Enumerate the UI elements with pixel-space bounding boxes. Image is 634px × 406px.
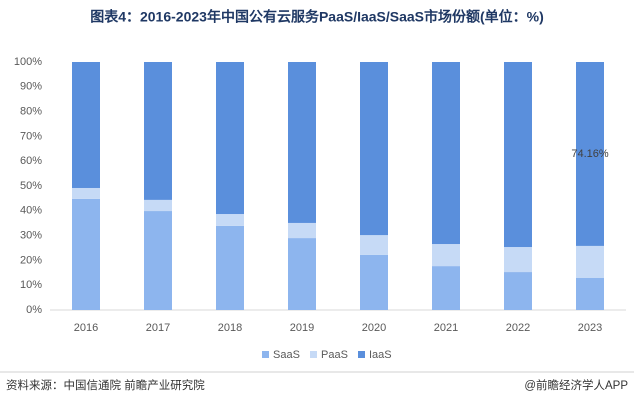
y-tick-label: 0%: [26, 304, 42, 316]
y-tick-label: 50%: [20, 180, 42, 192]
bar-segment: [144, 211, 172, 310]
bar-segment: [72, 198, 100, 310]
x-tick-label: 2023: [578, 322, 602, 334]
bar-segment: [216, 225, 244, 310]
bar-segment: [576, 277, 604, 310]
legend-label: PaaS: [321, 349, 348, 361]
y-tick-label: 70%: [20, 130, 42, 142]
legend-swatch: [310, 351, 317, 358]
x-tick-label: 2017: [146, 322, 170, 334]
legend-swatch: [358, 351, 365, 358]
y-tick-label: 60%: [20, 155, 42, 167]
y-tick-label: 80%: [20, 106, 42, 118]
y-tick-label: 20%: [20, 254, 42, 266]
x-tick-label: 2016: [74, 322, 98, 334]
bar-segment: [504, 247, 532, 273]
x-tick-label: 2020: [362, 322, 386, 334]
y-tick-label: 30%: [20, 230, 42, 242]
y-tick-label: 90%: [20, 81, 42, 93]
legend-swatch: [262, 351, 269, 358]
bar-segment: [576, 245, 604, 278]
bar-segment: [216, 62, 244, 215]
bar-segment: [288, 62, 316, 223]
chart-title: 图表4：2016-2023年中国公有云服务PaaS/IaaS/SaaS市场份额(…: [90, 9, 544, 25]
bar-segment: [72, 187, 100, 199]
x-tick-label: 2019: [290, 322, 314, 334]
bar-segment: [504, 272, 532, 310]
y-tick-label: 40%: [20, 205, 42, 217]
y-tick-label: 10%: [20, 279, 42, 291]
legend-label: SaaS: [273, 349, 300, 361]
x-tick-label: 2022: [506, 322, 530, 334]
bar-segment: [360, 254, 388, 310]
bar-segment: [432, 266, 460, 310]
data-label: 74.16%: [571, 148, 609, 160]
bar-segment: [432, 244, 460, 267]
source: 资料来源：中国信通院 前瞻产业研究院: [6, 378, 205, 392]
bar-segment: [432, 62, 460, 245]
legend-label: IaaS: [369, 349, 392, 361]
x-tick-label: 2021: [434, 322, 458, 334]
bar-segment: [288, 222, 316, 239]
bar-segment: [576, 62, 604, 246]
bar-segment: [144, 199, 172, 212]
y-tick-label: 100%: [14, 56, 42, 68]
bar-segment: [144, 62, 172, 200]
bar-segment: [72, 62, 100, 188]
bar-segment: [360, 62, 388, 236]
bar-segment: [360, 235, 388, 255]
bar-segment: [504, 62, 532, 248]
bar-segment: [216, 214, 244, 226]
credit: @前瞻经济学人APP: [524, 378, 628, 392]
bar-segment: [288, 238, 316, 310]
x-tick-label: 2018: [218, 322, 242, 334]
